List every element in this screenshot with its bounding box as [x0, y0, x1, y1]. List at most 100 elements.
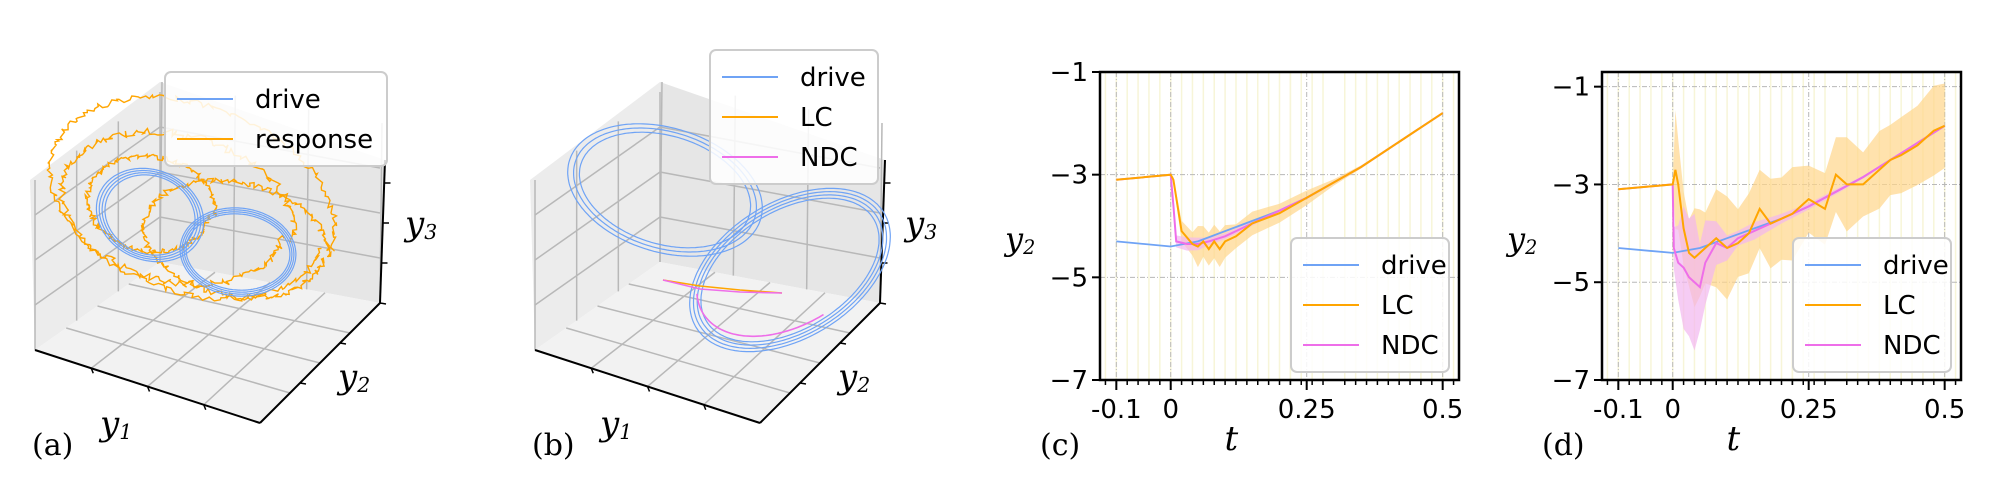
y-tick-label: −1: [1552, 73, 1590, 103]
legend-frame: [1792, 237, 1952, 373]
y-axis-label-subscript: 2: [856, 373, 870, 397]
panel-label: (d): [1542, 428, 1585, 463]
ndc-trajectory: [662, 279, 783, 294]
wall-grid-line: [534, 126, 661, 216]
y-tick-label: −5: [1552, 268, 1590, 298]
x-tick-label: 0.5: [1924, 395, 1965, 425]
drive-trajectory: [101, 172, 199, 258]
x-axis-label: y1: [598, 404, 632, 444]
legend-label-drive: drive: [1381, 251, 1447, 281]
response-trajectory: [140, 177, 332, 301]
y-axis-line: [759, 302, 881, 424]
x-tick-label: -0.1: [1593, 395, 1644, 425]
lc-trajectory: [662, 279, 783, 294]
y-axis-label: y2: [836, 357, 870, 397]
y-axis-label: y2: [1003, 220, 1035, 259]
x-axis-label: y1: [98, 404, 132, 444]
y-tick: [339, 342, 347, 345]
y-axis-label: y2: [1505, 220, 1537, 259]
y-tick: [839, 342, 847, 345]
x-tick-label: 0.25: [1780, 395, 1838, 425]
panel-label: (b): [532, 428, 575, 463]
x-axis-label: t: [1225, 419, 1239, 459]
ndc-confidence-band: [1618, 124, 1945, 351]
y-axis-label-subscript: 2: [356, 373, 370, 397]
legend: drive LC NDC: [1792, 237, 1952, 373]
legend-label-ndc: NDC: [1381, 331, 1439, 361]
y-tick-label: −7: [1050, 366, 1088, 396]
legend: drive LC NDC: [709, 49, 879, 185]
y-tick: [379, 302, 387, 305]
panel-c-time-series: −7 −5 −3 −1 -0.1 0 0.25 0.5 t y2 (c) drive LC NDC: [1003, 58, 1463, 463]
legend-label-lc: LC: [1883, 291, 1916, 321]
z-axis-label: y3: [403, 204, 437, 244]
legend-label-ndc: NDC: [1883, 331, 1941, 361]
wall-grid-line: [659, 171, 881, 214]
y-tick-label: −7: [1552, 366, 1590, 396]
legend-frame: [1290, 237, 1450, 373]
drive-trajectory: [179, 207, 297, 297]
x-tick: [90, 367, 94, 374]
drive-trajectory: [696, 194, 884, 346]
x-tick-label: 0.5: [1422, 395, 1463, 425]
drive-trajectory: [104, 174, 196, 256]
floor-grid-line: [703, 292, 826, 406]
drive-trajectory: [700, 197, 880, 343]
legend-label-lc: LC: [1381, 291, 1414, 321]
wall-grid-line: [34, 126, 161, 216]
lc-line: [1116, 112, 1444, 251]
z-axis-label-base: y: [903, 204, 925, 244]
legend: drive LC NDC: [1290, 237, 1450, 373]
panel-label: (c): [1040, 428, 1080, 463]
drive-trajectory: [185, 213, 291, 291]
floor-grid-line: [597, 305, 821, 364]
x-axis-label-subscript: 1: [619, 420, 632, 444]
z-axis-label-base: y: [403, 204, 425, 244]
y-tick: [799, 382, 807, 385]
floor-grid-line: [97, 305, 321, 364]
panel-d-time-series: −7 −5 −3 −1 -0.1 0 0.25 0.5 t y2 (d) drive LC NDC: [1505, 70, 1965, 463]
x-tick: [646, 386, 651, 392]
y-tick: [879, 302, 887, 305]
response-trajectory: [84, 152, 218, 255]
z-axis-line: [379, 159, 386, 304]
x-axis-label-base: y: [98, 404, 120, 444]
drive-trajectory: [692, 190, 888, 350]
y-tick-label: −3: [1552, 170, 1590, 200]
legend-label-response: response: [255, 125, 373, 155]
y-tick-label: −3: [1050, 161, 1088, 191]
x-tick-label: -0.1: [1091, 395, 1142, 425]
z-axis-label: y3: [903, 204, 937, 244]
x-axis-label-subscript: 1: [119, 420, 132, 444]
z-axis-label-subscript: 3: [424, 220, 437, 244]
y-axis-label-subscript: 2: [1022, 236, 1035, 259]
legend: drive response: [164, 71, 388, 167]
lc-confidence-band: [1116, 111, 1443, 268]
x-tick: [590, 367, 594, 374]
wall-grid-line: [534, 171, 661, 261]
y-axis-line: [259, 302, 381, 424]
drive-trajectory: [183, 211, 293, 293]
legend-frame: [164, 71, 388, 167]
wall-grid-line: [659, 216, 881, 259]
legend-label-drive: drive: [255, 85, 321, 115]
x-axis-label-base: y: [598, 404, 620, 444]
y-axis-label-base: y: [1003, 220, 1024, 258]
floor-grid-line: [203, 292, 326, 406]
x-tick-label: 0.25: [1278, 395, 1336, 425]
x-tick: [703, 404, 707, 411]
y-tick: [299, 382, 307, 385]
y-axis-label-base: y: [1505, 220, 1526, 258]
legend-frame: [709, 49, 879, 185]
y-axis-label: y2: [336, 357, 370, 397]
y-tick-label: −5: [1050, 263, 1088, 293]
x-tick: [203, 404, 207, 411]
legend-label-drive: drive: [1883, 251, 1949, 281]
y-axis-label-subscript: 2: [1524, 236, 1537, 259]
pane-floor: [535, 262, 880, 423]
x-tick-label: 0: [1664, 395, 1681, 425]
x-tick: [146, 386, 151, 392]
